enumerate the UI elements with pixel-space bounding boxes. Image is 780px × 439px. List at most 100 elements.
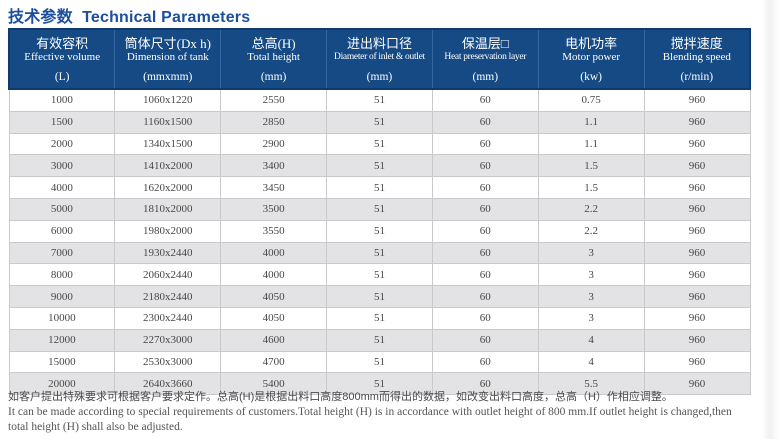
- table-cell: 1.5: [537, 176, 645, 199]
- table-cell: 4050: [220, 306, 328, 330]
- table-cell: 2300x2440: [114, 306, 222, 330]
- table-cell: 60: [431, 132, 539, 156]
- column-header: 搅拌速度 Blending speed (r/min): [643, 28, 751, 90]
- table-cell: 2550: [220, 88, 328, 112]
- table-cell: 2530x3000: [114, 350, 222, 374]
- table-cell: 960: [643, 285, 751, 308]
- table-cell: 60: [431, 372, 539, 396]
- table-row: 15000 2530x3000 4700 51 60 4 960: [8, 350, 751, 374]
- table-cell: 51: [326, 328, 433, 352]
- table-cell: 4700: [220, 350, 328, 374]
- table-row: 12000 2270x3000 4600 51 60 4 960: [8, 328, 751, 352]
- table-cell: 2.2: [537, 219, 645, 243]
- table-cell: 51: [326, 350, 433, 374]
- table-body: 1000 1060x1220 2550 51 60 0.75 960 1500 1160x150…: [8, 88, 751, 396]
- column-header-unit: (kw): [580, 70, 602, 83]
- table-cell: 1980x2000: [114, 219, 222, 243]
- table-row: 5000 1810x2000 3500 51 60 2.2 960: [8, 197, 751, 221]
- table-row: 10000 2300x2440 4050 51 60 3 960: [8, 306, 751, 330]
- table-cell: 3400: [220, 154, 328, 178]
- column-header-english: Diameter of inlet & outlet: [334, 51, 425, 62]
- column-header-chinese: 总高(H): [251, 35, 296, 51]
- table-row: 1000 1060x1220 2550 51 60 0.75 960: [8, 88, 751, 112]
- table-cell: 3550: [220, 219, 328, 243]
- table-cell: 4: [537, 328, 645, 352]
- table-cell: 3: [537, 285, 645, 308]
- table-cell: 60: [431, 176, 539, 199]
- column-header-chinese: 有效容积: [36, 35, 89, 51]
- table-cell: 960: [643, 88, 751, 112]
- column-header-unit: (mm): [260, 70, 287, 83]
- table-cell: 3: [537, 241, 645, 265]
- column-header-english: Effective volume: [24, 50, 101, 63]
- table-cell: 1000: [8, 88, 116, 112]
- table-cell: 51: [326, 154, 433, 178]
- table-cell: 3000: [8, 154, 116, 178]
- column-header-english: Motor power: [562, 50, 621, 63]
- column-header-english: Blending speed: [662, 50, 731, 63]
- column-header-unit: (mm): [472, 70, 499, 83]
- table-cell: 2180x2440: [114, 285, 222, 308]
- table-cell: 5000: [8, 197, 116, 221]
- table-cell: 1620x2000: [114, 176, 222, 199]
- column-header-english: Total height: [247, 50, 300, 63]
- table-cell: 960: [643, 306, 751, 330]
- column-header-unit: (L): [54, 70, 70, 83]
- column-header-chinese: 搅拌速度: [670, 35, 723, 51]
- page-title: 技术参数 Technical Parameters: [8, 9, 251, 26]
- table-cell: 51: [326, 285, 433, 308]
- column-header: 有效容积 Effective volume (L): [8, 28, 116, 90]
- column-header: 进出料口径 Diameter of inlet & outlet (mm): [326, 28, 433, 90]
- table-cell: 4000: [220, 263, 328, 287]
- table-cell: 20000: [8, 372, 116, 396]
- column-header-chinese: 筒体尺寸(Dx h): [124, 35, 211, 51]
- table-cell: 2850: [220, 110, 328, 134]
- table-cell: 3: [537, 306, 645, 330]
- table-cell: 3500: [220, 197, 328, 221]
- table-cell: 2000: [8, 132, 116, 156]
- table-cell: 1160x1500: [114, 110, 222, 134]
- technical-parameters-table: 有效容积 Effective volume (L) 筒体尺寸(Dx h) Dimensi…: [8, 28, 751, 396]
- table-cell: 1410x2000: [114, 154, 222, 178]
- table-cell: 15000: [8, 350, 116, 374]
- table-cell: 3: [537, 263, 645, 287]
- footnote-english-line2: total height (H) shall also be adjusted.: [8, 420, 183, 433]
- table-row: 1500 1160x1500 2850 51 60 1.1 960: [8, 110, 751, 134]
- column-header-chinese: 进出料口径: [346, 35, 412, 51]
- table-cell: 2270x3000: [114, 328, 222, 352]
- column-header-english: Dimension of tank: [126, 50, 209, 63]
- footnote-english-line1: It can be made according to special requ…: [8, 406, 732, 418]
- table-cell: 5.5: [537, 372, 645, 396]
- table-cell: 960: [643, 263, 751, 287]
- table-cell: 1500: [8, 110, 116, 134]
- table-cell: 51: [326, 132, 433, 156]
- column-header-unit: (r/min): [680, 70, 714, 83]
- page-edge-shadow: [762, 0, 780, 439]
- table-cell: 960: [643, 154, 751, 178]
- column-header: 保温层□ Heat preservation layer (mm): [431, 28, 539, 90]
- table-cell: 960: [643, 197, 751, 221]
- footnote: 如客户提出特殊要求可根据客户要求定作。总高(H)是根据出料口高度800mm而得出…: [8, 390, 768, 434]
- table-cell: 60: [431, 328, 539, 352]
- table-cell: 960: [643, 219, 751, 243]
- table-cell: 51: [326, 263, 433, 287]
- table-cell: 60: [431, 306, 539, 330]
- table-cell: 0.75: [537, 88, 645, 112]
- table-row: 20000 2640x3660 5400 51 60 5.5 960: [8, 372, 751, 396]
- table-cell: 60: [431, 154, 539, 178]
- table-cell: 51: [326, 306, 433, 330]
- column-header-chinese: 保温层□: [461, 35, 509, 51]
- table-cell: 6000: [8, 219, 116, 243]
- table-cell: 51: [326, 176, 433, 199]
- footnote-chinese: 如客户提出特殊要求可根据客户要求定作。总高(H)是根据出料口高度800mm而得出…: [8, 391, 673, 403]
- table-header-row: 有效容积 Effective volume (L) 筒体尺寸(Dx h) Dimensi…: [8, 28, 751, 90]
- table-row: 4000 1620x2000 3450 51 60 1.5 960: [8, 176, 751, 199]
- table-cell: 12000: [8, 328, 116, 352]
- table-cell: 60: [431, 241, 539, 265]
- column-header-unit: (mm): [366, 70, 393, 83]
- table-cell: 60: [431, 197, 539, 221]
- table-cell: 9000: [8, 285, 116, 308]
- table-cell: 960: [643, 372, 751, 396]
- table-cell: 51: [326, 219, 433, 243]
- table-cell: 51: [326, 88, 433, 112]
